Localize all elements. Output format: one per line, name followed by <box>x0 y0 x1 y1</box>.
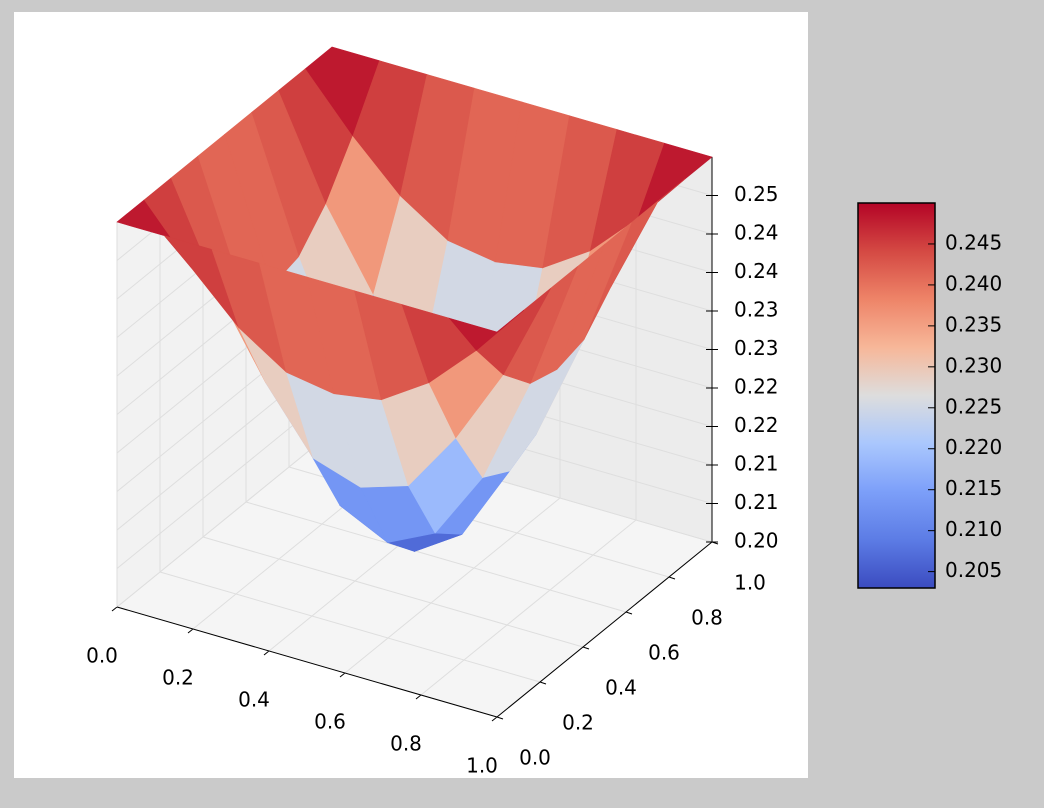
grid-line <box>202 536 584 648</box>
z-tick-label: 0.22 <box>734 413 779 437</box>
colorbar-tick-label: 0.215 <box>945 476 1002 500</box>
grid-line <box>116 431 333 608</box>
y-tick-label: 0.4 <box>605 676 637 700</box>
y-tick <box>668 576 676 580</box>
z-tick-label: 0.24 <box>734 221 779 245</box>
z-tick-label: 0.22 <box>734 375 779 399</box>
x-tick <box>339 672 346 678</box>
x-tick <box>415 694 422 700</box>
x-tick-label: 0.8 <box>390 732 422 756</box>
grid-line <box>245 501 627 613</box>
colorbar-tick-label: 0.240 <box>945 271 1002 295</box>
x-tick-label: 0.0 <box>86 644 118 668</box>
colorbar-tick-label: 0.220 <box>945 435 1002 459</box>
colorbar-tick-label: 0.245 <box>945 230 1002 254</box>
x-tick-label: 1.0 <box>466 754 498 778</box>
colorbar-tick-label: 0.225 <box>945 394 1002 418</box>
y-tick-label: 0.8 <box>691 606 723 630</box>
z-tick-label: 0.23 <box>734 336 779 360</box>
x-tick <box>263 650 270 656</box>
surface-patch <box>448 309 525 351</box>
x-tick-label: 0.4 <box>238 688 270 712</box>
colorbar-tick-label: 0.235 <box>945 312 1002 336</box>
y-tick-label: 1.0 <box>734 571 766 595</box>
x-tick-label: 0.6 <box>314 710 346 734</box>
y-tick <box>625 611 633 615</box>
grid-line <box>344 497 561 674</box>
y-tick-label: 0.6 <box>648 641 680 665</box>
x-tick-label: 0.2 <box>162 666 194 690</box>
grid-line <box>159 571 541 683</box>
y-tick <box>582 646 590 650</box>
colorbar-tick-label: 0.205 <box>945 558 1002 582</box>
x-tick <box>491 716 498 722</box>
grid-line <box>420 519 637 696</box>
colorbar-tick-label: 0.230 <box>945 353 1002 377</box>
z-tick-label: 0.23 <box>734 298 779 322</box>
z-tick-label: 0.21 <box>734 490 779 514</box>
y-tick <box>496 716 504 720</box>
colorbar <box>857 202 936 589</box>
colorbar-tick-label: 0.210 <box>945 517 1002 541</box>
z-tick-label: 0.24 <box>734 259 779 283</box>
z-tick-label: 0.25 <box>734 182 779 206</box>
y-tick <box>539 681 547 685</box>
axis-line <box>496 541 713 718</box>
axis-line <box>116 606 498 718</box>
x-tick <box>111 606 118 612</box>
z-tick-label: 0.21 <box>734 452 779 476</box>
y-tick-label: 0.0 <box>519 746 551 770</box>
y-tick-label: 0.2 <box>562 711 594 735</box>
z-tick-label: 0.20 <box>734 529 779 553</box>
x-tick <box>187 628 194 634</box>
